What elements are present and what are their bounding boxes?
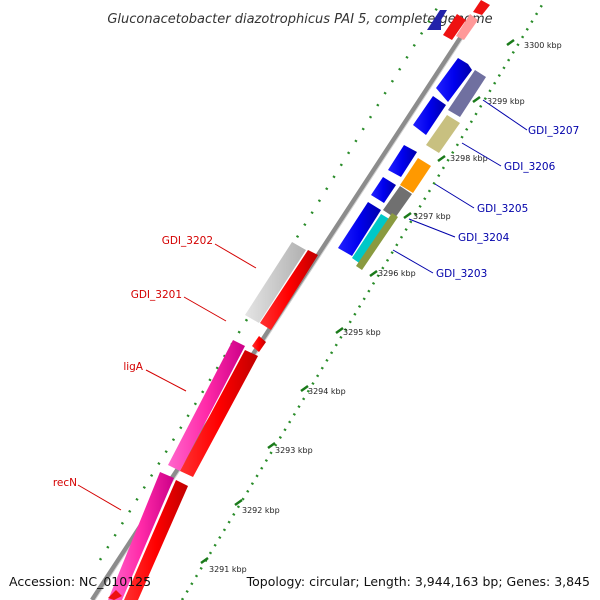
dotted-guides: [98, 0, 547, 600]
gene-GDI_3205: [400, 158, 431, 193]
gene-blue: [413, 96, 446, 135]
gene-GDI_3201: [260, 250, 318, 330]
dotted-guide-inner: [98, 0, 444, 561]
gene-label-GDI_3201: GDI_3201: [131, 289, 182, 301]
gene-GDI_3206: [426, 115, 460, 153]
gene-label-recN: recN: [53, 477, 77, 489]
gene-blue: [338, 202, 381, 256]
gene-red-bottom: [108, 590, 122, 600]
topology-text: Topology: circular; Length: 3,944,163 bp…: [246, 574, 590, 589]
tick-label: 3296 kbp: [378, 269, 416, 278]
gene-labels: GDI_3207 GDI_3206 GDI_3205 GDI_3204 GDI_…: [53, 125, 579, 489]
gene-label-GDI_3206: GDI_3206: [504, 161, 556, 173]
tick-label: 3292 kbp: [242, 506, 280, 515]
tick-label: 3291 kbp: [209, 565, 247, 574]
gene-GDI_3204: [383, 186, 412, 218]
gene-pink-top: [456, 14, 478, 40]
gene-blue: [436, 58, 472, 102]
gene-blue: [371, 177, 396, 203]
gene-recN: [108, 472, 174, 600]
tick-labels: 3291 kbp 3292 kbp 3293 kbp 3294 kbp 3295…: [209, 41, 562, 574]
gene-label-GDI_3203: GDI_3203: [436, 268, 487, 280]
gene-GDI_3203-olive: [356, 213, 398, 270]
gene-GDI_3207: [448, 70, 486, 117]
tick-label: 3299 kbp: [487, 97, 525, 106]
gene-label-GDI_3202: GDI_3202: [162, 235, 213, 247]
map-title: Gluconacetobacter diazotrophicus PAI 5, …: [107, 12, 492, 27]
forward-genes: [338, 10, 486, 270]
gene-blue-top: [427, 10, 447, 30]
gene-label-GDI_3204: GDI_3204: [458, 232, 510, 244]
reverse-genes: [108, 0, 490, 600]
leader-lines: [77, 99, 528, 511]
ticks-major: [200, 38, 515, 565]
gene-label-ligA: ligA: [123, 361, 143, 373]
gene-ligA: [168, 340, 245, 471]
gene-red-top: [473, 0, 490, 15]
tick-label: 3298 kbp: [450, 154, 488, 163]
gene-red-ligA: [180, 350, 258, 477]
gene-red-small: [252, 336, 266, 352]
gene-GDI_3203-cyan: [352, 214, 391, 265]
tick-label: 3293 kbp: [275, 446, 313, 455]
gene-GDI_3202: [245, 242, 306, 323]
tick-label: 3295 kbp: [343, 328, 381, 337]
tick-label: 3300 kbp: [524, 41, 562, 50]
gene-blue: [388, 145, 417, 177]
tick-label: 3297 kbp: [413, 212, 451, 221]
tick-label: 3294 kbp: [308, 387, 346, 396]
gene-label-GDI_3207: GDI_3207: [528, 125, 579, 137]
gene-red-recN: [124, 480, 188, 600]
gene-red-top: [443, 14, 466, 40]
gene-label-GDI_3205: GDI_3205: [477, 203, 528, 215]
dotted-guide-outer: [180, 0, 547, 600]
accession-text: Accession: NC_010125: [9, 574, 151, 589]
